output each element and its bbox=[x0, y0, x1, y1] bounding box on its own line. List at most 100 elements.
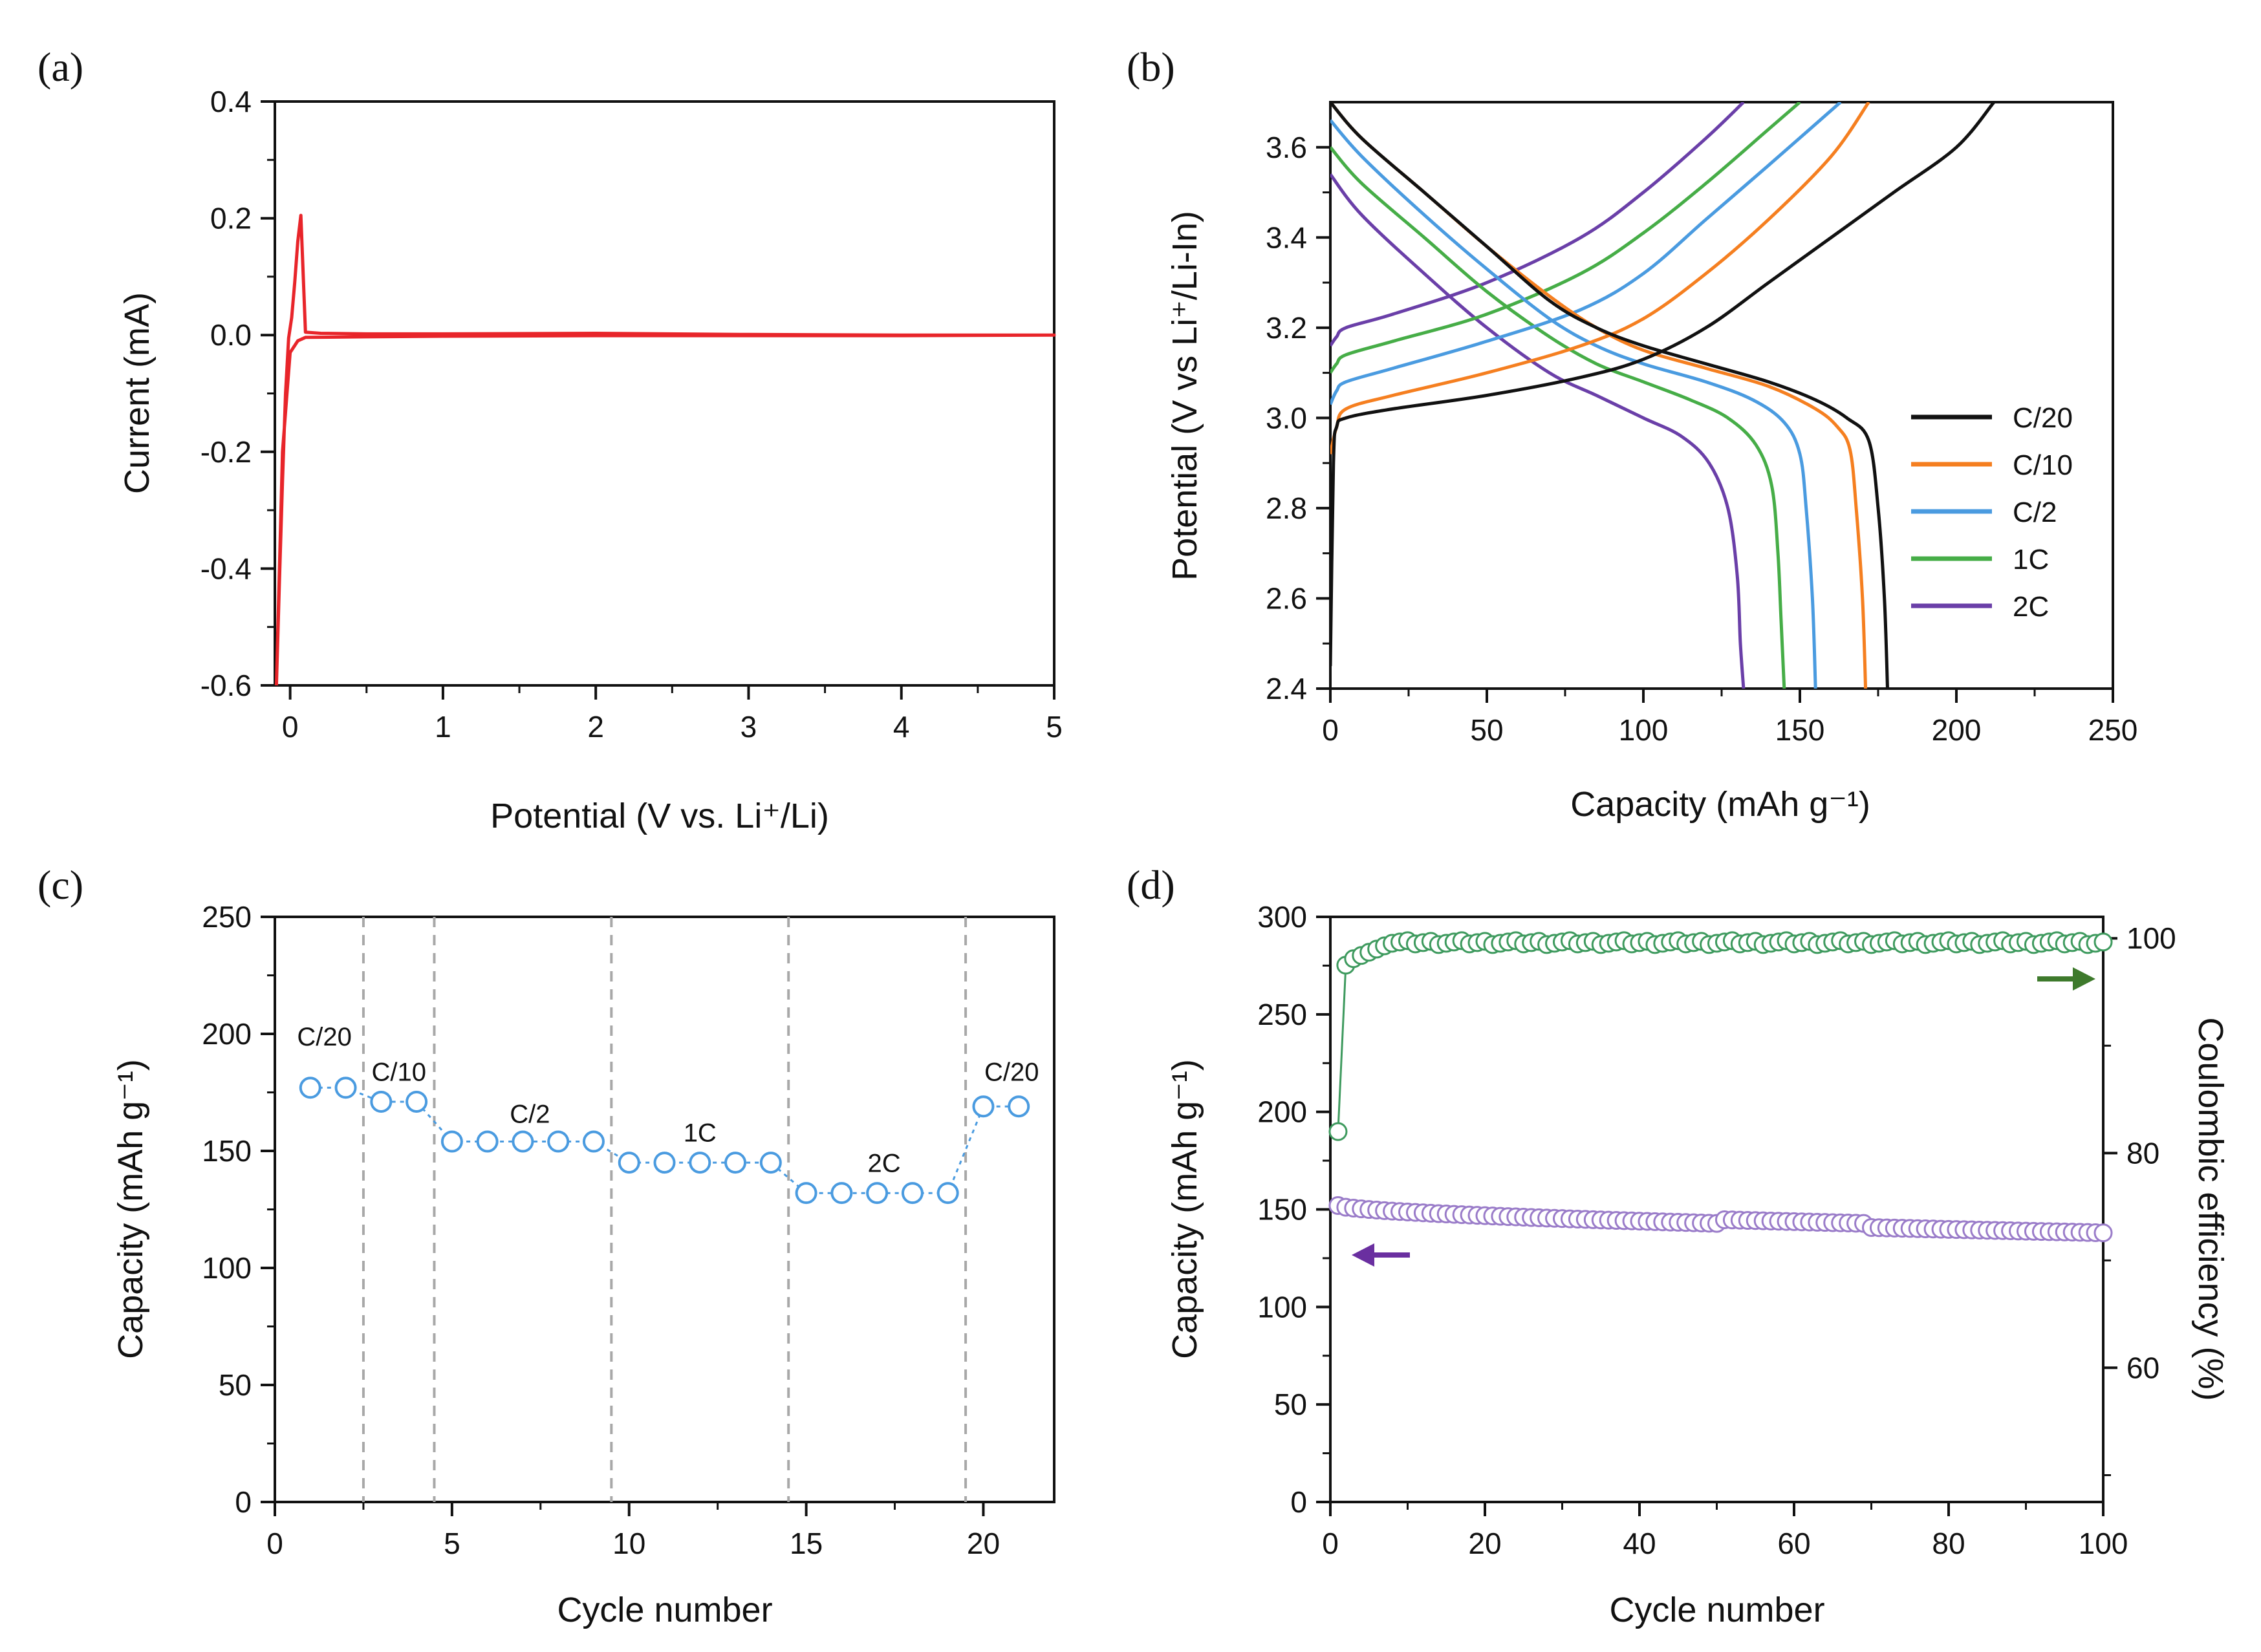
x-tick-label: 0 bbox=[282, 710, 299, 744]
capacity-point bbox=[936, 1182, 959, 1205]
y-tick-label: 100 bbox=[1257, 1290, 1307, 1324]
x-tick-label: 250 bbox=[2088, 713, 2138, 747]
capacity-point bbox=[972, 1095, 995, 1118]
capacity-point bbox=[370, 1090, 393, 1113]
legend-label: 1C bbox=[2013, 544, 2049, 575]
panel-c-dividers bbox=[362, 917, 968, 1502]
x-tick-label: 5 bbox=[1046, 710, 1063, 744]
legend-label: 2C bbox=[2013, 591, 2049, 623]
efficiency-point bbox=[1328, 1122, 1348, 1141]
legend-label: C/2 bbox=[2013, 497, 2057, 528]
panel-c-rate-labels: C/20 C/10 C/2 1C 2C C/20 bbox=[297, 1023, 1039, 1177]
x-tick-label: 20 bbox=[967, 1527, 1000, 1560]
capacity-point bbox=[689, 1152, 711, 1174]
rate-label: C/10 bbox=[371, 1058, 426, 1086]
y-tick-label: 2.8 bbox=[1266, 491, 1307, 525]
legend-label: C/20 bbox=[2013, 402, 2073, 434]
x-tick-label: 3 bbox=[741, 710, 757, 744]
capacity-point bbox=[476, 1130, 499, 1153]
legend-label: C/10 bbox=[2013, 449, 2073, 481]
efficiency-line bbox=[1337, 939, 2104, 1132]
y-tick-label: 0.4 bbox=[210, 85, 252, 118]
panel-b: (b) 0 50 100 150 200 250 2.4 2.6 2.8 3.0 3.2 3.4 3.6… bbox=[1127, 44, 2137, 824]
capacity-point bbox=[901, 1182, 924, 1205]
y2-tick-label: 60 bbox=[2126, 1351, 2159, 1384]
y2-tick-label: 80 bbox=[2126, 1136, 2159, 1170]
panel-c-ylabel: Capacity (mAh g⁻¹) bbox=[111, 1059, 150, 1359]
capacity-point bbox=[299, 1077, 321, 1099]
efficiency-point bbox=[2093, 932, 2113, 952]
capacity-axis-arrow-icon bbox=[1352, 1243, 1410, 1267]
discharge-curve-2C bbox=[1330, 173, 1746, 689]
rate-label: C/20 bbox=[297, 1023, 352, 1051]
panel-b-legend: C/20 C/10 C/2 1C 2C bbox=[1911, 402, 2073, 623]
capacity-point bbox=[618, 1152, 640, 1174]
x-tick-label: 0 bbox=[1322, 1527, 1339, 1560]
rate-label: 1C bbox=[684, 1119, 717, 1148]
y-tick-label: 150 bbox=[202, 1134, 252, 1168]
panel-c-label: (c) bbox=[38, 862, 83, 908]
panel-a-frame bbox=[274, 100, 1055, 687]
x-tick-label: 10 bbox=[612, 1527, 645, 1560]
efficiency-axis-arrow-icon bbox=[2037, 967, 2095, 991]
capacity-point bbox=[547, 1130, 570, 1153]
y-tick-label: 200 bbox=[1257, 1095, 1307, 1129]
panel-b-frame bbox=[1329, 101, 2114, 690]
panel-d-ylabel: Capacity (mAh g⁻¹) bbox=[1165, 1059, 1204, 1359]
capacity-point bbox=[334, 1077, 357, 1099]
x-tick-label: 100 bbox=[1619, 713, 1669, 747]
y-tick-label: 0 bbox=[1290, 1485, 1307, 1519]
x-tick-label: 5 bbox=[444, 1527, 460, 1560]
panel-a-label: (a) bbox=[38, 44, 83, 90]
charge-curve-1C bbox=[1330, 102, 1801, 374]
capacity-point bbox=[1008, 1095, 1030, 1118]
panel-c-xlabel: Cycle number bbox=[557, 1591, 772, 1629]
panel-d-label: (d) bbox=[1127, 862, 1175, 908]
x-tick-label: 50 bbox=[1470, 713, 1503, 747]
capacity-point bbox=[830, 1182, 853, 1205]
panel-a-ticks: 0 1 2 3 4 5 -0.6 -0.4 -0.2 0.0 0.2 0.4 bbox=[200, 85, 1063, 744]
x-tick-label: 2 bbox=[587, 710, 604, 744]
capacity-point bbox=[582, 1130, 605, 1153]
capacity-point bbox=[724, 1152, 747, 1174]
y-tick-label: 300 bbox=[1257, 900, 1307, 934]
capacity-point bbox=[440, 1130, 463, 1153]
x-tick-label: 60 bbox=[1777, 1527, 1810, 1560]
y-tick-label: 3.0 bbox=[1266, 401, 1307, 434]
capacity-point bbox=[2093, 1223, 2113, 1243]
rate-label: 2C bbox=[868, 1150, 901, 1178]
y-tick-label: 3.4 bbox=[1266, 220, 1307, 254]
panel-a: (a) 0 1 2 3 4 5 -0.6 -0.4 -0.2 0.0 0.2 0.4 Potentia… bbox=[38, 44, 1063, 835]
rate-label: C/2 bbox=[510, 1100, 550, 1129]
panel-d-series bbox=[1328, 931, 2113, 1243]
y-tick-label: -0.4 bbox=[200, 552, 252, 585]
panel-a-ylabel: Current (mA) bbox=[118, 292, 157, 494]
x-tick-label: 20 bbox=[1468, 1527, 1501, 1560]
discharge-curve-C/20 bbox=[1330, 102, 1889, 689]
x-tick-label: 0 bbox=[1322, 713, 1339, 747]
panel-b-xlabel: Capacity (mAh g⁻¹) bbox=[1570, 785, 1870, 824]
x-tick-label: 80 bbox=[1932, 1527, 1965, 1560]
x-tick-label: 100 bbox=[2079, 1527, 2128, 1560]
panel-b-label: (b) bbox=[1127, 44, 1175, 90]
capacity-point bbox=[866, 1182, 889, 1205]
y-tick-label: 250 bbox=[202, 900, 252, 934]
x-tick-label: 15 bbox=[790, 1527, 823, 1560]
y-tick-label: 3.6 bbox=[1266, 131, 1307, 164]
y-tick-label: 50 bbox=[1274, 1388, 1307, 1421]
rate-label: C/20 bbox=[984, 1058, 1039, 1086]
y-tick-label: 2.6 bbox=[1266, 581, 1307, 615]
cv-curve bbox=[274, 213, 1056, 686]
y-tick-label: -0.6 bbox=[200, 669, 252, 702]
panel-d-y2label: Coulombic efficiency (%) bbox=[2191, 1017, 2230, 1400]
y-tick-label: -0.2 bbox=[200, 435, 252, 469]
y-tick-label: 0.2 bbox=[210, 202, 252, 235]
y-tick-label: 2.4 bbox=[1266, 672, 1307, 705]
y-tick-label: 150 bbox=[1257, 1193, 1307, 1227]
y-tick-label: 250 bbox=[1257, 998, 1307, 1031]
y2-tick-label: 100 bbox=[2126, 921, 2176, 955]
capacity-point bbox=[759, 1152, 782, 1174]
